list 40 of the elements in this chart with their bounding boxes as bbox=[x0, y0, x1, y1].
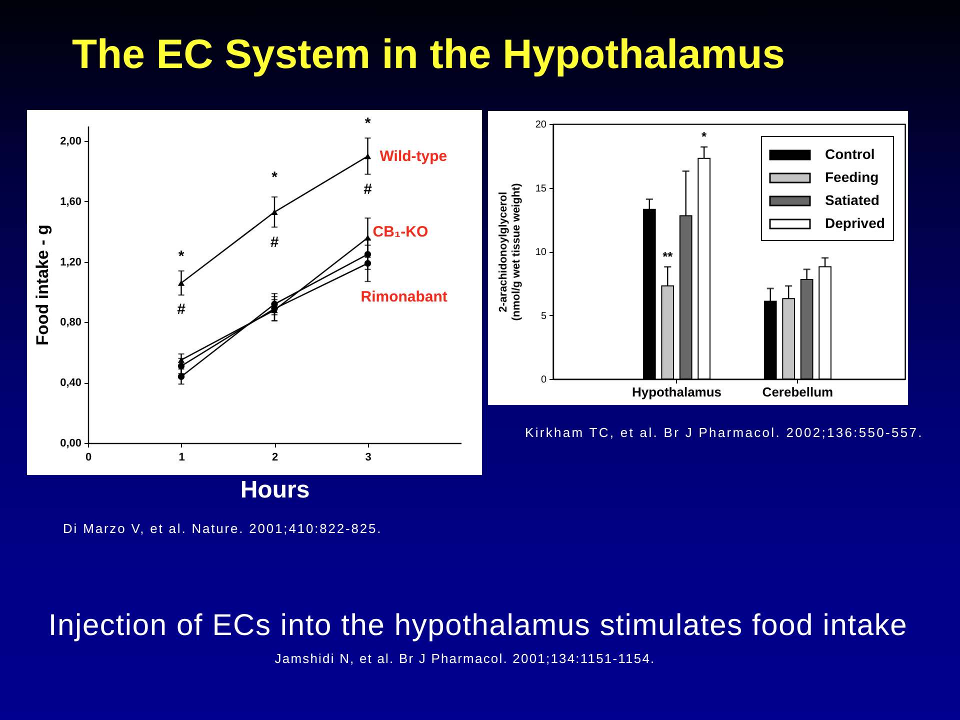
y-tick-label: 20 bbox=[535, 120, 547, 130]
x-tick-label: 2 bbox=[272, 452, 278, 464]
legend-label: Satiated bbox=[825, 192, 880, 208]
data-label: * bbox=[702, 128, 708, 144]
series-label: Wild-type bbox=[380, 148, 448, 166]
legend-label: Control bbox=[825, 146, 875, 162]
series-label: CB₁-KO bbox=[372, 224, 428, 241]
text: Jamshidi N, et al. Br J Pharmacol. 2001;134:1151-1154. bbox=[274, 651, 656, 667]
text: Kirkham TC, et al. Br J Pharmacol. 2002;136:550-557. bbox=[525, 425, 924, 441]
x-tick-label: 0 bbox=[85, 452, 92, 464]
x-tick-label: 1 bbox=[178, 452, 185, 464]
y-tick-label: 0,80 bbox=[60, 316, 82, 329]
legend-label: Feeding bbox=[825, 169, 879, 185]
series-label: Rimonabant bbox=[360, 288, 448, 306]
chart-title: The EC System in the Hypothalamus bbox=[72, 31, 786, 78]
x-axis-title: Hours bbox=[240, 476, 310, 504]
y-tick-label: 5 bbox=[540, 310, 547, 322]
x-tick-label: Hypothalamus bbox=[632, 384, 722, 400]
data-label: ** bbox=[662, 248, 674, 264]
annotation: * bbox=[364, 115, 371, 132]
x-tick-label: 3 bbox=[365, 452, 372, 464]
y-tick-label: 15 bbox=[535, 183, 547, 194]
annotation: * bbox=[178, 248, 184, 265]
annotation: # bbox=[270, 234, 280, 252]
y-tick-label: 1,20 bbox=[60, 256, 82, 268]
annotation: * bbox=[272, 169, 278, 186]
text: Di Marzo V, et al. Nature. 2001;410:822-825. bbox=[63, 521, 382, 537]
text: Injection of ECs into the hypothalamus stimulates food intake bbox=[48, 609, 908, 644]
annotation: # bbox=[364, 181, 373, 198]
y-tick-label: 0 bbox=[540, 374, 547, 386]
y-tick-label: 0,00 bbox=[60, 438, 82, 450]
y-tick-label: 1,60 bbox=[60, 196, 82, 208]
legend-label: Deprived bbox=[825, 215, 885, 231]
y-tick-label: 0,40 bbox=[60, 377, 82, 390]
annotation: # bbox=[177, 300, 186, 318]
y-tick-label: 2,00 bbox=[60, 136, 82, 148]
x-tick-label: Cerebellum bbox=[762, 384, 834, 400]
y-tick-label: 10 bbox=[535, 247, 547, 258]
y-axis-title: 2-arachidonoylglycerol (nmol/g wet tissue weight) bbox=[497, 182, 522, 321]
y-axis-title: Food intake - g bbox=[33, 224, 52, 346]
